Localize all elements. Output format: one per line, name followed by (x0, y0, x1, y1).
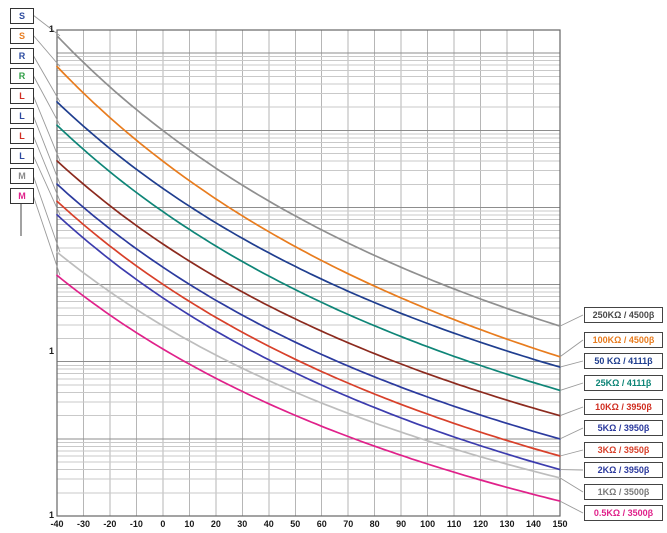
resistance-curve (56, 274, 561, 502)
series-label: 250KΩ / 4500β (584, 307, 663, 323)
y-tick-label: 1 (48, 345, 54, 356)
resistance-curve (56, 65, 561, 358)
x-tick-label: 60 (316, 519, 327, 529)
x-tick-label: 110 (446, 519, 462, 529)
resistance-curve (56, 124, 561, 392)
series-code-box: L (10, 128, 34, 144)
x-tick-label: 150 (552, 519, 568, 529)
label-leader-line (559, 427, 584, 440)
x-tick-label: -20 (103, 519, 117, 529)
series-code-box: L (10, 88, 34, 104)
code-leader-line (32, 174, 61, 253)
series-label: 0.5KΩ / 3500β (584, 505, 663, 521)
x-tick-label: 30 (237, 519, 248, 529)
code-leader-line (32, 74, 61, 126)
resistance-curve (56, 101, 561, 368)
series-code-box: L (10, 108, 34, 124)
x-tick-label: 10 (184, 519, 195, 529)
x-tick-label: 130 (499, 519, 515, 529)
x-tick-label: -40 (50, 519, 64, 529)
label-leader-line (559, 477, 584, 493)
series-label: 50 KΩ / 4111β (584, 353, 663, 369)
series-code-box: R (10, 68, 34, 84)
series-code-box: R (10, 48, 34, 64)
series-label: 10KΩ / 3950β (584, 399, 663, 415)
plot-border (56, 29, 561, 517)
x-tick-label: 20 (210, 519, 221, 529)
resistance-curve (56, 200, 561, 457)
code-leader-line (32, 34, 61, 67)
code-leader-line (32, 134, 61, 202)
x-tick-label: 120 (473, 519, 489, 529)
x-tick-label: 80 (369, 519, 380, 529)
label-leader-line (559, 406, 584, 417)
series-label: 1KΩ / 3500β (584, 484, 663, 500)
x-tick-label: 100 (420, 519, 436, 529)
x-tick-label: 40 (263, 519, 274, 529)
resistance-curve (56, 213, 561, 471)
code-leader-line (32, 14, 61, 37)
label-leader-line (559, 500, 584, 514)
series-code-box: M (10, 168, 34, 184)
label-leader-line (559, 360, 584, 368)
code-leader-line (32, 194, 61, 276)
x-tick-label: 140 (526, 519, 542, 529)
code-leader-line (32, 94, 61, 162)
series-label: 100KΩ / 4500β (584, 332, 663, 348)
series-label: 2KΩ / 3950β (584, 462, 663, 478)
label-leader-line (559, 449, 584, 457)
series-label: 3KΩ / 3950β (584, 442, 663, 458)
resistance-curve (56, 34, 561, 327)
resistance-curve (56, 183, 561, 440)
y-tick-label: 1 (48, 24, 54, 34)
series-label: 5KΩ / 3950β (584, 420, 663, 436)
x-tick-label: -30 (76, 519, 90, 529)
x-tick-label: -10 (129, 519, 143, 529)
x-tick-label: 70 (343, 519, 354, 529)
resistance-curve (56, 160, 561, 417)
x-tick-label: 50 (290, 519, 301, 529)
code-leader-line (32, 114, 61, 185)
x-tick-label: 90 (396, 519, 407, 529)
x-tick-label: 0 (160, 519, 166, 529)
resistance-curve (56, 251, 561, 479)
label-leader-line (559, 339, 584, 358)
code-leader-line (32, 154, 61, 215)
series-code-box: S (10, 28, 34, 44)
series-code-box: S (10, 8, 34, 24)
series-code-box: L (10, 148, 34, 164)
y-tick-label: 1 (48, 510, 54, 520)
code-leader-line (32, 54, 61, 103)
label-leader-line (559, 382, 584, 391)
label-leader-line (559, 314, 584, 327)
series-code-box: M (10, 188, 34, 204)
series-label: 25KΩ / 4111β (584, 375, 663, 391)
